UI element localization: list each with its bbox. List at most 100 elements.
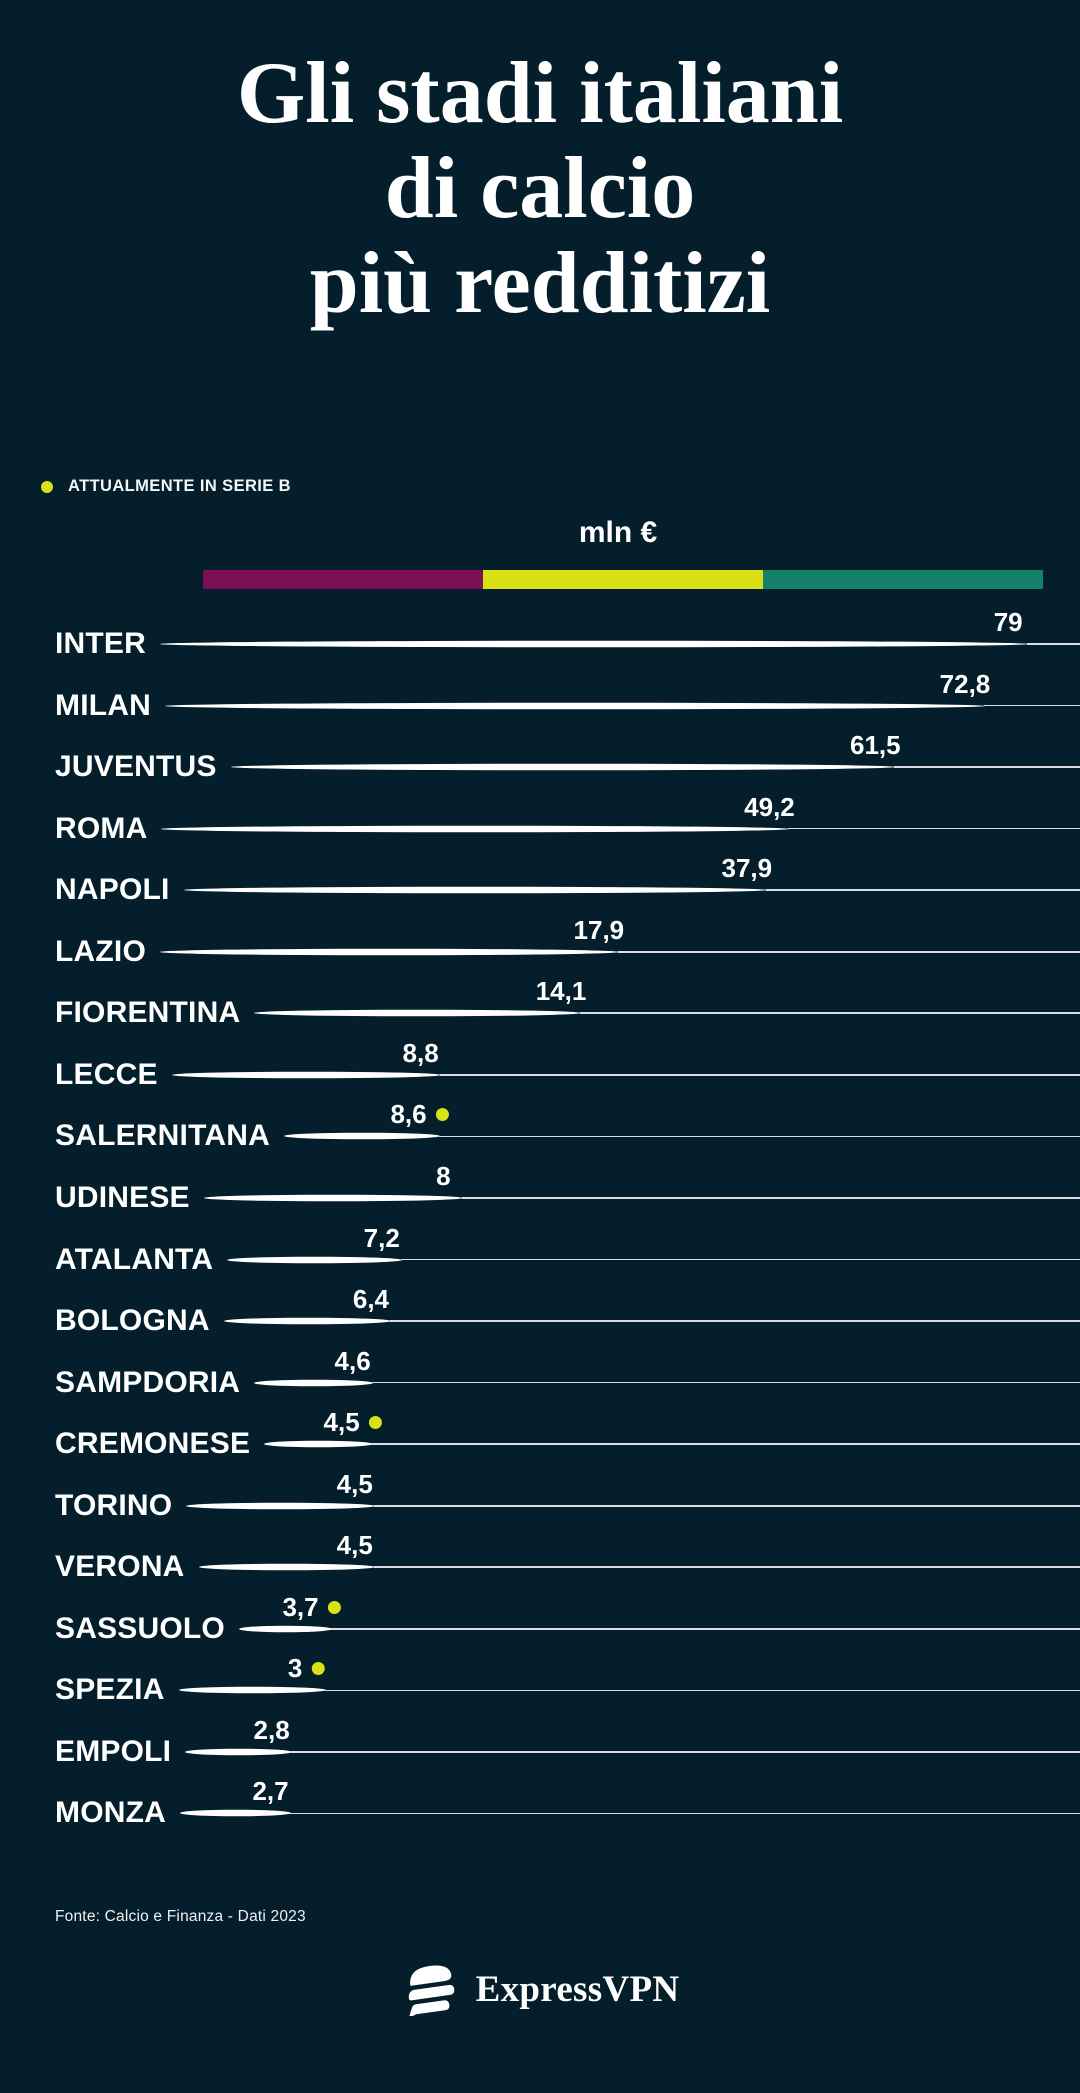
team-row: SASSUOLO 3,7 bbox=[0, 1592, 1080, 1660]
team-label: INTER bbox=[55, 627, 146, 660]
value-line bbox=[238, 1624, 1080, 1634]
team-row: SALERNITANA 8,6 bbox=[0, 1099, 1080, 1167]
serie-b-dot bbox=[368, 1416, 382, 1430]
team-row: LAZIO 17,9 bbox=[0, 915, 1080, 983]
value-tag: 4,5 bbox=[337, 1469, 373, 1500]
value-spindle bbox=[160, 640, 1028, 648]
value-line bbox=[179, 1808, 1080, 1818]
value-label: 4,5 bbox=[336, 1468, 373, 1499]
value-tag: 79 bbox=[994, 607, 1023, 638]
value-label: 2,7 bbox=[252, 1776, 289, 1807]
hairline bbox=[374, 1504, 1080, 1507]
value-tag: 72,8 bbox=[940, 669, 991, 700]
scale-bar-segment-2 bbox=[483, 570, 763, 589]
team-row: MILAN 72,8 bbox=[0, 669, 1080, 737]
team-row: NAPOLI 37,9 bbox=[0, 853, 1080, 921]
value-spindle bbox=[254, 1379, 374, 1386]
value-label: 61,5 bbox=[850, 730, 901, 761]
value-label: 3,7 bbox=[282, 1591, 319, 1622]
team-label: TORINO bbox=[55, 1488, 173, 1522]
team-label: UDINESE bbox=[55, 1180, 190, 1214]
value-label: 14,1 bbox=[535, 976, 587, 1007]
value-line bbox=[186, 1501, 1080, 1511]
serie-b-legend: ATTUALMENTE IN SERIE B bbox=[41, 477, 291, 496]
value-line bbox=[185, 1747, 1080, 1757]
brand-footer: ExpressVPN bbox=[0, 1962, 1080, 2016]
value-line bbox=[203, 1193, 1080, 1203]
team-label: FIORENTINA bbox=[55, 996, 241, 1030]
value-tag: 3 bbox=[288, 1653, 325, 1684]
page-title-line-3: più redditizi bbox=[309, 235, 771, 332]
team-label: JUVENTUS bbox=[55, 750, 217, 784]
page-title-line-1: Gli stadi italiani bbox=[236, 45, 844, 142]
value-line bbox=[160, 947, 1080, 957]
value-spindle bbox=[178, 1687, 326, 1694]
value-spindle bbox=[264, 1440, 374, 1448]
hairline bbox=[788, 827, 1080, 830]
team-row: ATALANTA 7,2 bbox=[0, 1223, 1080, 1291]
team-row: LECCE 8,8 bbox=[0, 1038, 1080, 1106]
value-label: 8 bbox=[436, 1160, 451, 1191]
value-tag: 49,2 bbox=[744, 792, 795, 823]
team-label: VERONA bbox=[55, 1550, 185, 1584]
value-line bbox=[178, 1685, 1080, 1695]
value-spindle bbox=[238, 1625, 332, 1633]
team-row: INTER 79 bbox=[0, 607, 1080, 675]
value-spindle bbox=[183, 886, 767, 894]
hairline bbox=[1027, 643, 1080, 645]
value-spindle bbox=[179, 1810, 291, 1817]
value-spindle bbox=[254, 1009, 582, 1017]
value-label: 2,8 bbox=[253, 1714, 290, 1745]
team-label: SAMPDORIA bbox=[55, 1365, 241, 1399]
value-line bbox=[264, 1439, 1080, 1449]
hairline bbox=[373, 1566, 1080, 1569]
value-spindle bbox=[223, 1317, 391, 1325]
hairline bbox=[389, 1320, 1080, 1322]
hairline bbox=[438, 1135, 1080, 1138]
serie-b-legend-label: ATTUALMENTE IN SERIE B bbox=[68, 477, 291, 495]
team-row: ROMA 49,2 bbox=[0, 792, 1080, 860]
value-line bbox=[160, 639, 1080, 649]
scale-bar-segment-3 bbox=[763, 570, 1043, 589]
brand-wordmark: ExpressVPN bbox=[475, 1968, 680, 2010]
value-line bbox=[183, 885, 1080, 895]
value-spindle bbox=[230, 763, 895, 771]
value-label: 6,4 bbox=[352, 1284, 390, 1315]
value-spindle bbox=[160, 948, 619, 956]
value-tag: 4,6 bbox=[335, 1346, 371, 1377]
team-row: SPEZIA 3 bbox=[0, 1653, 1080, 1721]
value-line bbox=[198, 1562, 1080, 1572]
value-spindle bbox=[198, 1563, 375, 1571]
hairline bbox=[618, 950, 1080, 953]
team-row: BOLOGNA 6,4 bbox=[0, 1284, 1080, 1352]
value-tag: 4,5 bbox=[337, 1530, 373, 1561]
value-tag: 61,5 bbox=[850, 730, 901, 761]
value-spindle bbox=[171, 1071, 441, 1079]
team-label: BOLOGNA bbox=[55, 1304, 210, 1338]
value-spindle bbox=[227, 1256, 403, 1263]
value-label: 8,6 bbox=[390, 1099, 427, 1130]
serie-b-dot bbox=[311, 1662, 325, 1676]
value-spindle bbox=[185, 1748, 293, 1756]
team-label: MONZA bbox=[55, 1796, 166, 1830]
hairline bbox=[765, 889, 1080, 892]
value-tag: 4,5 bbox=[324, 1407, 382, 1438]
team-label: LECCE bbox=[55, 1057, 158, 1091]
value-label: 72,8 bbox=[939, 668, 991, 699]
team-row: JUVENTUS 61,5 bbox=[0, 730, 1080, 798]
page-title: Gli stadi italiani di calcio più redditi… bbox=[0, 46, 1080, 331]
value-line bbox=[161, 824, 1080, 834]
team-label: ATALANTA bbox=[55, 1242, 214, 1276]
value-spindle bbox=[186, 1502, 376, 1509]
team-row: SAMPDORIA 4,6 bbox=[0, 1346, 1080, 1414]
hairline bbox=[372, 1443, 1080, 1445]
value-line bbox=[283, 1131, 1080, 1141]
team-label: SALERNITANA bbox=[55, 1119, 270, 1153]
value-tag: 6,4 bbox=[353, 1284, 389, 1315]
value-line bbox=[223, 1316, 1080, 1326]
page-title-line-2: di calcio bbox=[384, 140, 696, 237]
value-line bbox=[230, 762, 1080, 772]
value-label: 49,2 bbox=[744, 791, 795, 822]
